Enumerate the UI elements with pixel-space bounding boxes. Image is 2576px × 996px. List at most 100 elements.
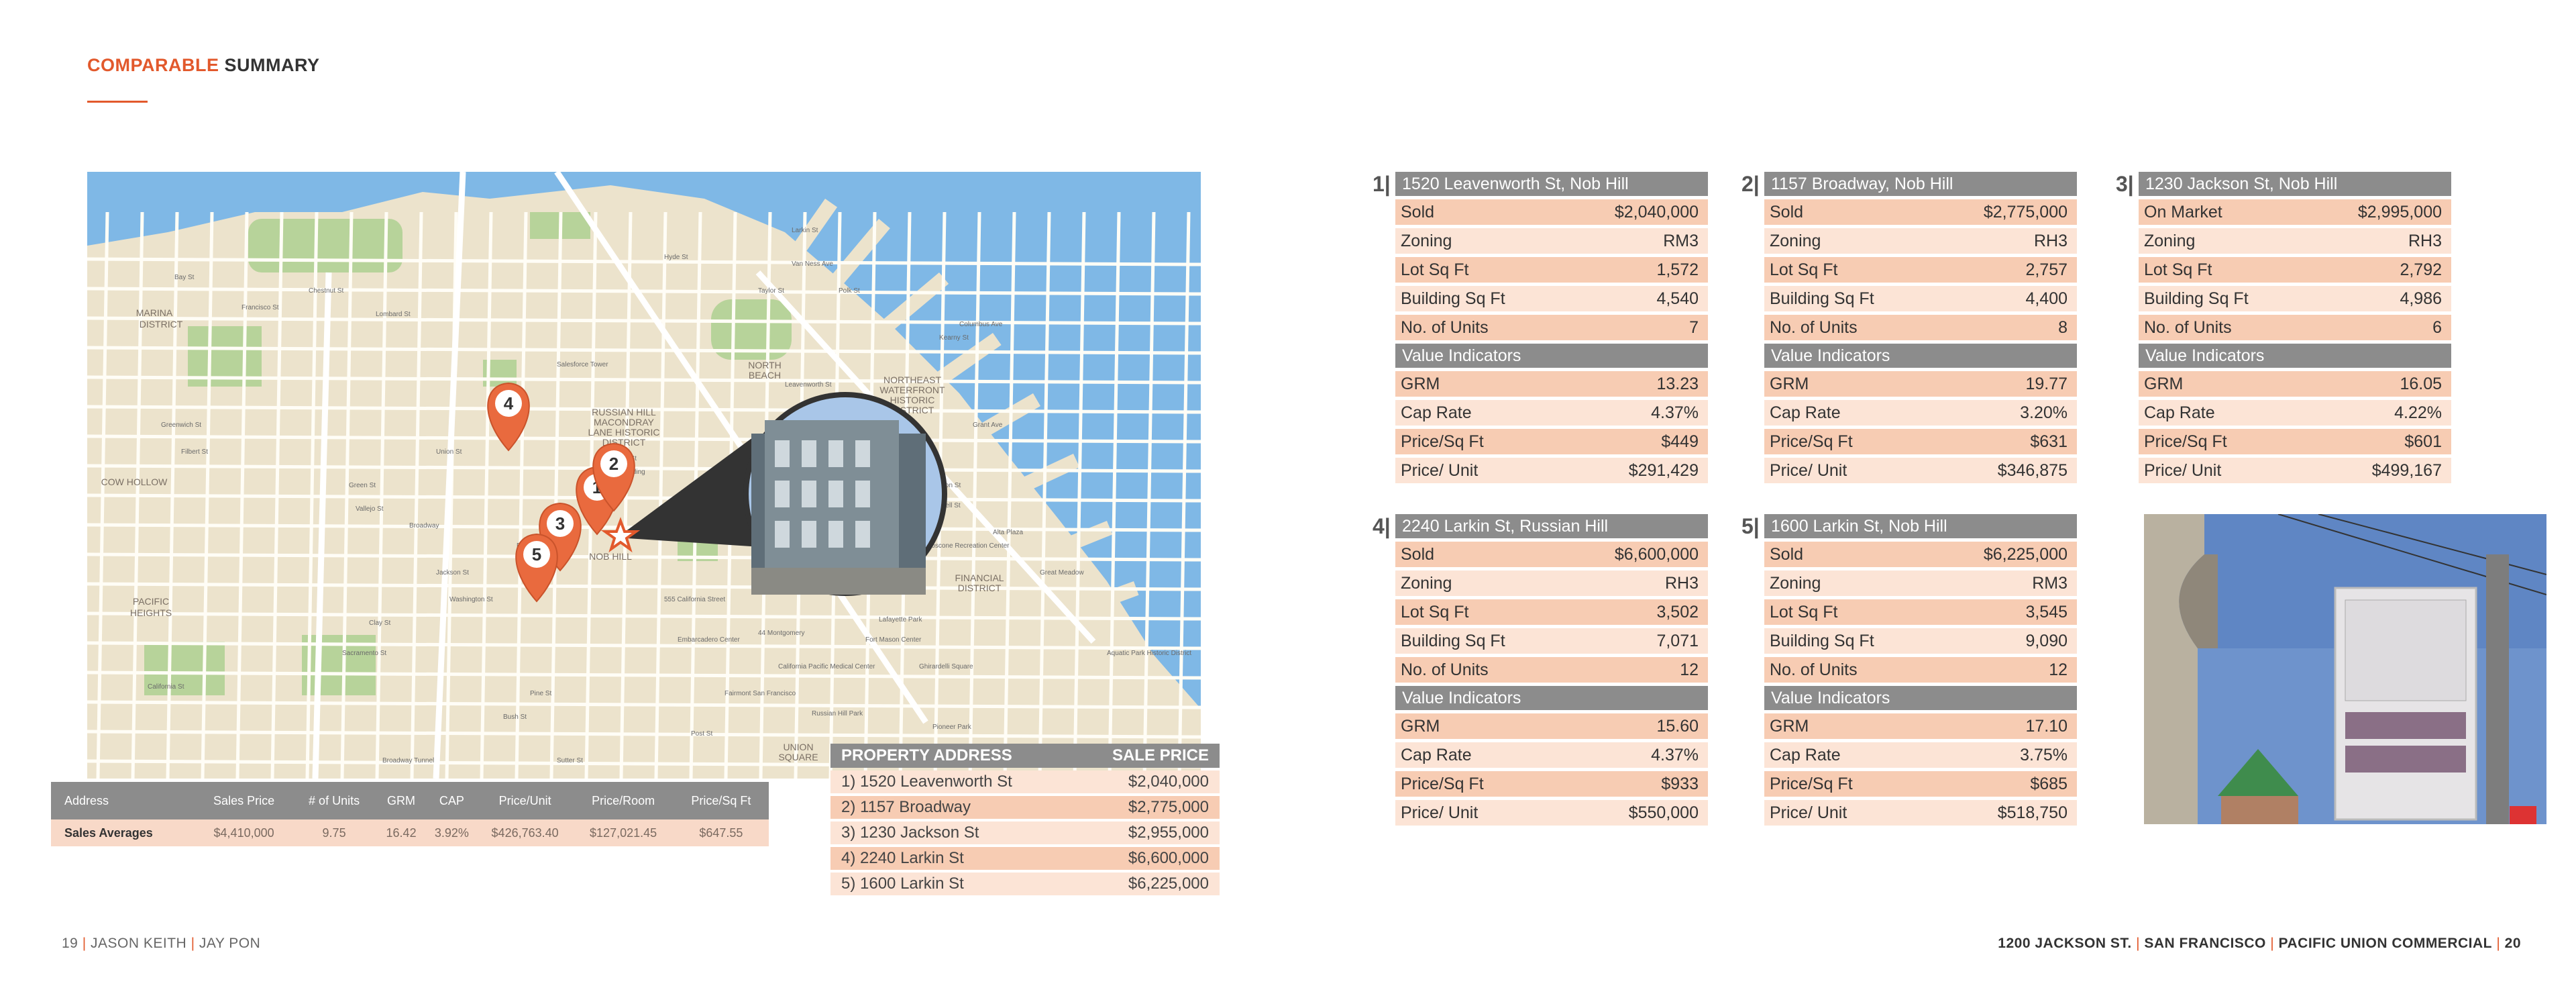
district-label: DISTRICT: [140, 319, 183, 330]
street-label: Van Ness Ave: [792, 260, 833, 268]
street-line: [549, 211, 563, 779]
street-label: California St: [148, 683, 184, 691]
street-label: Bay St: [174, 274, 195, 281]
street-label: Broadway: [409, 522, 439, 530]
row-value: $631: [2030, 432, 2068, 451]
street-line: [87, 375, 1201, 385]
comp-row-grm: GRM 17.10: [1764, 713, 2077, 739]
row-value: $2,995,000: [2357, 203, 2442, 221]
row-value: 4.37%: [1651, 403, 1699, 422]
row-label: Cap Rate: [1401, 746, 1472, 764]
row-label: Building Sq Ft: [1401, 632, 1505, 650]
street-line: [235, 211, 249, 779]
map-marker-2: 2: [592, 442, 635, 512]
row-label: Price/Sq Ft: [1770, 432, 1853, 451]
row-label: Building Sq Ft: [2144, 289, 2249, 308]
street-label: Salesforce Tower: [557, 361, 608, 368]
marker-disc: [547, 510, 574, 537]
district-label: COW HOLLOW: [101, 477, 168, 487]
street-line: [96, 211, 109, 779]
value-indicators-header: Value Indicators: [1764, 686, 2077, 710]
comp-row-lot: Lot Sq Ft 2,792: [2139, 257, 2451, 283]
street-line: [968, 211, 981, 779]
street-label: Broadway Tunnel: [382, 757, 434, 764]
comp-card-1: 1| 1520 Leavenworth St, Nob Hill Sold $2,04…: [1373, 172, 1708, 483]
row-label: Lot Sq Ft: [1770, 260, 1838, 279]
row-value: RM3: [2032, 574, 2068, 593]
comp-row-cap: Cap Rate 4.22%: [2139, 400, 2451, 426]
comp-row-ppu: Price/ Unit $518,750: [1764, 800, 2077, 826]
col-units: # of Units: [292, 782, 376, 819]
table-row: 4) 2240 Larkin St $6,600,000: [830, 847, 1220, 870]
row-label: Price/Sq Ft: [1401, 432, 1484, 451]
street-label: Bush St: [503, 713, 527, 721]
comp-row-bldg: Building Sq Ft 4,986: [2139, 286, 2451, 311]
street-line: [654, 211, 667, 779]
row-label: No. of Units: [1401, 318, 1489, 337]
comp-title: 1600 Larkin St, Nob Hill: [1764, 514, 2077, 538]
cell: $4,410,000: [195, 819, 293, 846]
footer-left: 19 | JASON KEITH | JAY PON: [62, 936, 261, 951]
page-number-left: 19: [62, 936, 78, 951]
row-value: $346,875: [1997, 461, 2068, 480]
comp-row-zoning: Zoning RH3: [1395, 570, 1708, 596]
row-label: Lot Sq Ft: [2144, 260, 2212, 279]
comp-row-bldg: Building Sq Ft 4,400: [1764, 286, 2077, 311]
row-label: Building Sq Ft: [1401, 289, 1505, 308]
comp-row-grm: GRM 15.60: [1395, 713, 1708, 739]
street-label: Grant Ave: [973, 421, 1003, 429]
row-value: 13.23: [1656, 375, 1699, 393]
street-label: Washington St: [449, 596, 493, 603]
street-line: [131, 211, 144, 779]
street-label: Taylor St: [758, 287, 784, 295]
comp-number: 4|: [1373, 514, 1391, 538]
street-line: [201, 211, 214, 779]
district-label: NOB HILL: [589, 551, 632, 562]
street-label: California Pacific Medical Center: [778, 663, 875, 670]
row-label: No. of Units: [1770, 318, 1858, 337]
row-value: 3.20%: [2020, 403, 2068, 422]
street-label: Polk St: [839, 287, 860, 295]
averages-row: Sales Averages $4,410,000 9.75 16.42 3.9…: [51, 819, 769, 846]
comp-row-units: No. of Units 7: [1395, 315, 1708, 340]
cell: $426,763.40: [476, 819, 574, 846]
map-marker-5: 5: [515, 533, 558, 603]
comp-row-psf: Price/Sq Ft $631: [1764, 429, 2077, 454]
subject-star-icon: [600, 517, 641, 553]
street-line: [87, 316, 1201, 326]
row-label: GRM: [1770, 375, 1809, 393]
comp-row-cap: Cap Rate 4.37%: [1395, 742, 1708, 768]
price-cell: $6,225,000: [1071, 873, 1220, 895]
cell: 16.42: [376, 819, 427, 846]
row-label: GRM: [1401, 717, 1440, 736]
row-value: RH3: [1664, 574, 1699, 593]
col-price-room: Price/Room: [573, 782, 674, 819]
street-line: [1073, 211, 1086, 779]
comp-row-price: Sold $6,225,000: [1764, 542, 2077, 567]
address-cell: 2) 1157 Broadway: [830, 796, 1072, 819]
row-label: Sold: [1401, 545, 1435, 564]
comp-row-price: On Market $2,995,000: [2139, 199, 2451, 225]
street-label: 44 Montgomery: [758, 630, 804, 637]
street-line: [87, 493, 1201, 503]
comp-row-units: No. of Units 8: [1764, 315, 2077, 340]
comp-row-ppu: Price/ Unit $499,167: [2139, 458, 2451, 483]
street-label: Aquatic Park Historic District: [1107, 650, 1191, 657]
row-value: $550,000: [1628, 803, 1699, 822]
row-label: GRM: [1770, 717, 1809, 736]
district-label: HISTORIC: [890, 395, 935, 405]
value-indicators-header: Value Indicators: [2139, 344, 2451, 368]
row-label: Price/Sq Ft: [1401, 775, 1484, 793]
comp-row-cap: Cap Rate 4.37%: [1395, 400, 1708, 426]
comp-row-zoning: Zoning RM3: [1395, 228, 1708, 254]
row-value: 2,757: [2025, 260, 2068, 279]
row-label: No. of Units: [2144, 318, 2232, 337]
value-indicators-header: Value Indicators: [1764, 344, 2077, 368]
row-value: 4,400: [2025, 289, 2068, 308]
row-value: 6: [2432, 318, 2442, 337]
row-label: Lot Sq Ft: [1770, 603, 1838, 621]
row-value: $6,600,000: [1614, 545, 1699, 564]
cell: 3.92%: [427, 819, 477, 846]
